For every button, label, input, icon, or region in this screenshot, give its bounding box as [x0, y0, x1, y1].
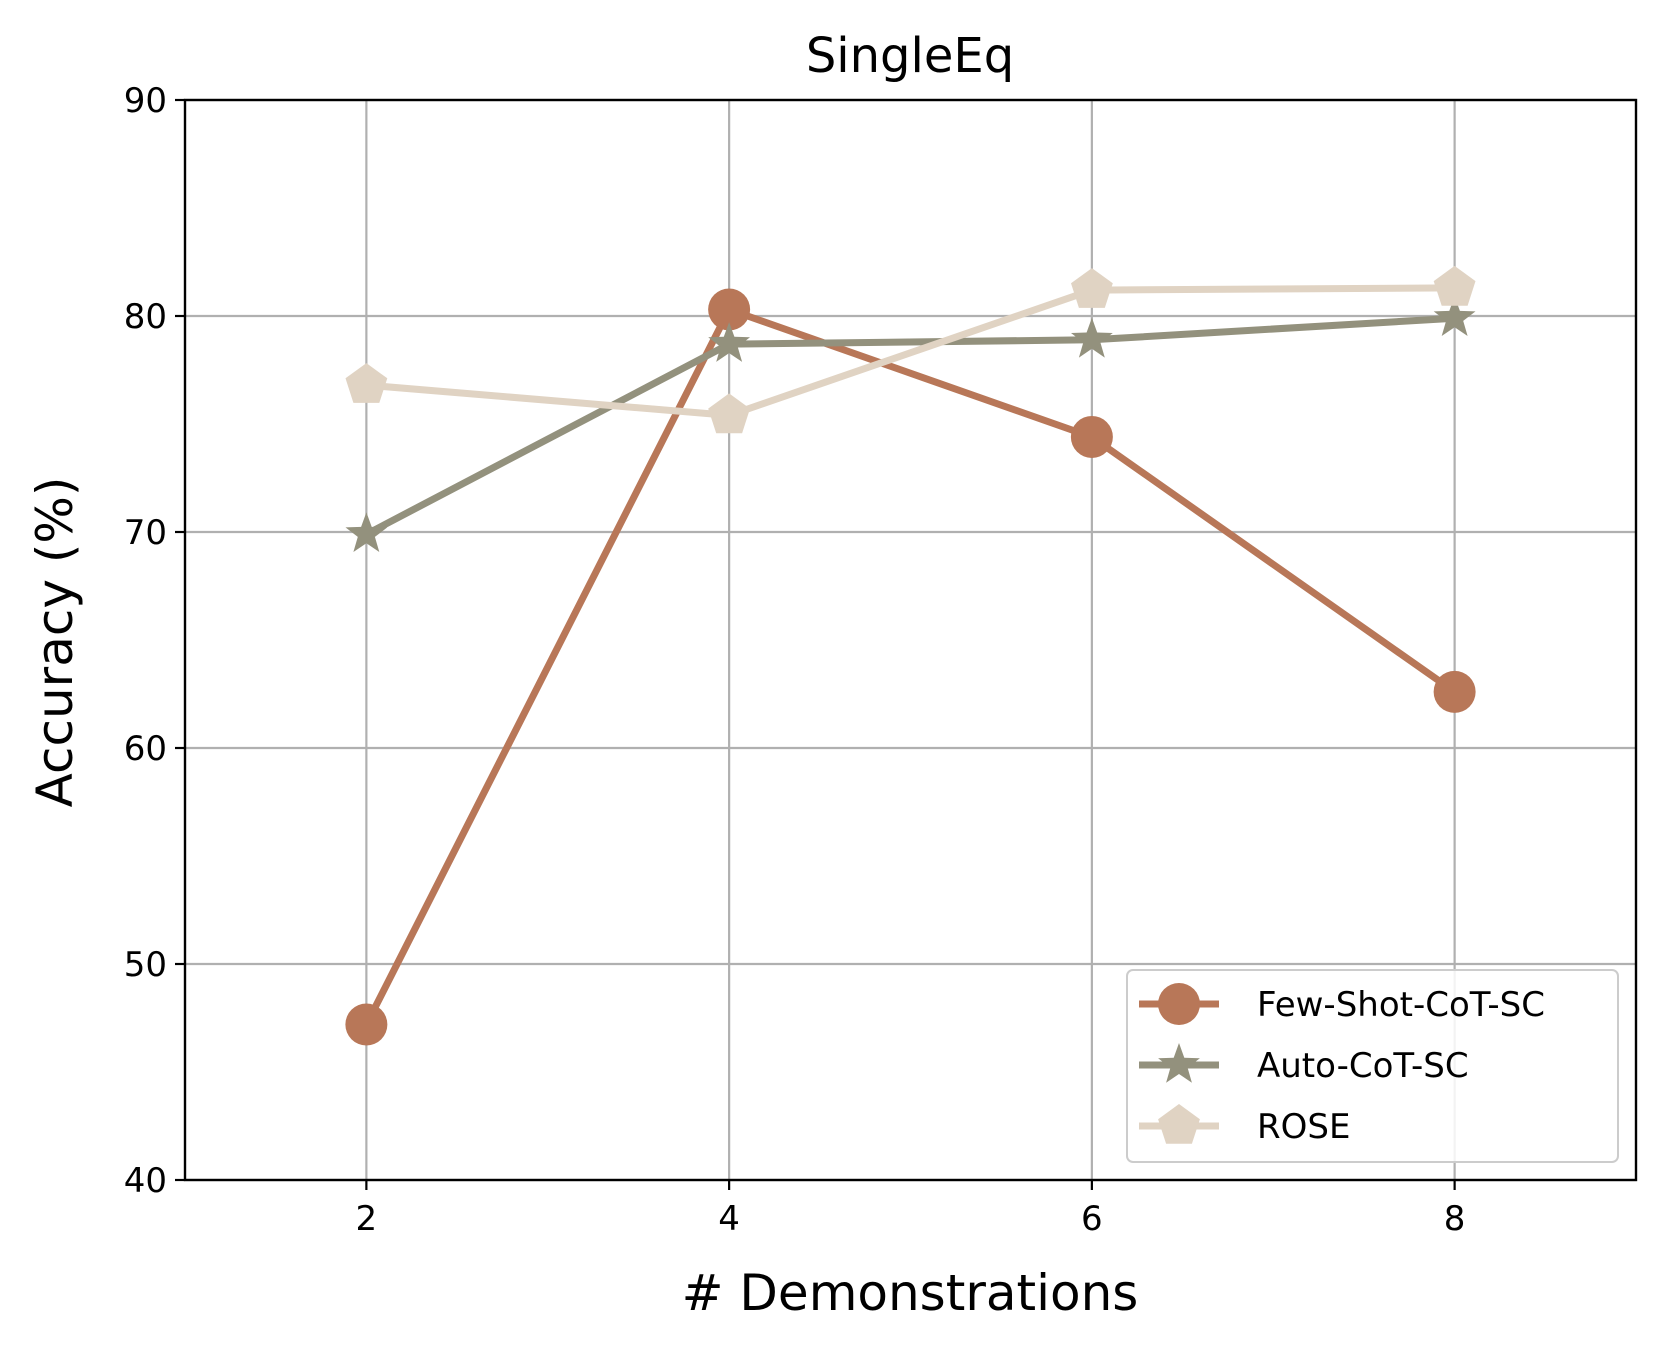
- legend-marker-rose: [1158, 1104, 1200, 1144]
- x-axis-label: # Demonstrations: [682, 1264, 1139, 1322]
- series-line-rose: [366, 284, 1455, 419]
- legend: Few-Shot-CoT-SC Auto-CoT-SC ROSE: [1126, 969, 1619, 1163]
- y-tick-label: 80: [124, 297, 167, 337]
- chart-title: SingleEq: [806, 28, 1014, 84]
- plot-frame: [183, 98, 1638, 1182]
- y-tick-label: 40: [124, 1161, 167, 1201]
- data-point-few-shot-cot-sc: [1433, 670, 1476, 713]
- legend-label-few-shot-cot-sc: Few-Shot-CoT-SC: [1257, 985, 1545, 1025]
- data-point-rose: [1433, 265, 1476, 306]
- data-point-auto-cot-sc: [708, 322, 750, 362]
- axis-ticks: 2 4 6 8 40 50 60 70 80 90: [124, 81, 1466, 1239]
- data-point-rose: [345, 363, 388, 403]
- series-auto-cot-sc: [345, 296, 1476, 552]
- series-line-few-shot-cot-sc: [363, 306, 1457, 1027]
- x-tick-label: 2: [356, 1199, 378, 1239]
- y-tick-label: 60: [124, 729, 167, 769]
- legend-marker-auto-cot-sc: [1158, 1043, 1200, 1083]
- legend-label-rose: ROSE: [1257, 1107, 1350, 1147]
- data-point-few-shot-cot-sc: [1070, 415, 1113, 458]
- data-point-rose: [708, 393, 750, 434]
- y-tick-label: 50: [124, 945, 167, 985]
- y-axis-label: Accuracy (%): [26, 477, 84, 808]
- data-point-auto-cot-sc: [1433, 296, 1476, 336]
- data-point-auto-cot-sc: [345, 512, 388, 552]
- x-tick-label: 6: [1081, 1199, 1103, 1239]
- legend-marker-few-shot-cot-sc: [1158, 983, 1200, 1025]
- y-tick-label: 90: [124, 81, 167, 121]
- data-point-auto-cot-sc: [1071, 317, 1113, 358]
- data-point-rose: [1071, 268, 1113, 308]
- y-tick-label: 70: [124, 513, 167, 553]
- x-tick-label: 8: [1444, 1199, 1466, 1239]
- series-few-shot-cot-sc: [345, 288, 1476, 1046]
- data-point-few-shot-cot-sc: [345, 1003, 388, 1046]
- x-tick-label: 4: [718, 1199, 740, 1239]
- legend-box: [1126, 969, 1619, 1163]
- series-layer: [345, 265, 1476, 1046]
- series-line-auto-cot-sc: [364, 314, 1455, 538]
- legend-label-auto-cot-sc: Auto-CoT-SC: [1257, 1046, 1469, 1086]
- series-rose: [345, 265, 1476, 434]
- data-point-few-shot-cot-sc: [708, 288, 751, 331]
